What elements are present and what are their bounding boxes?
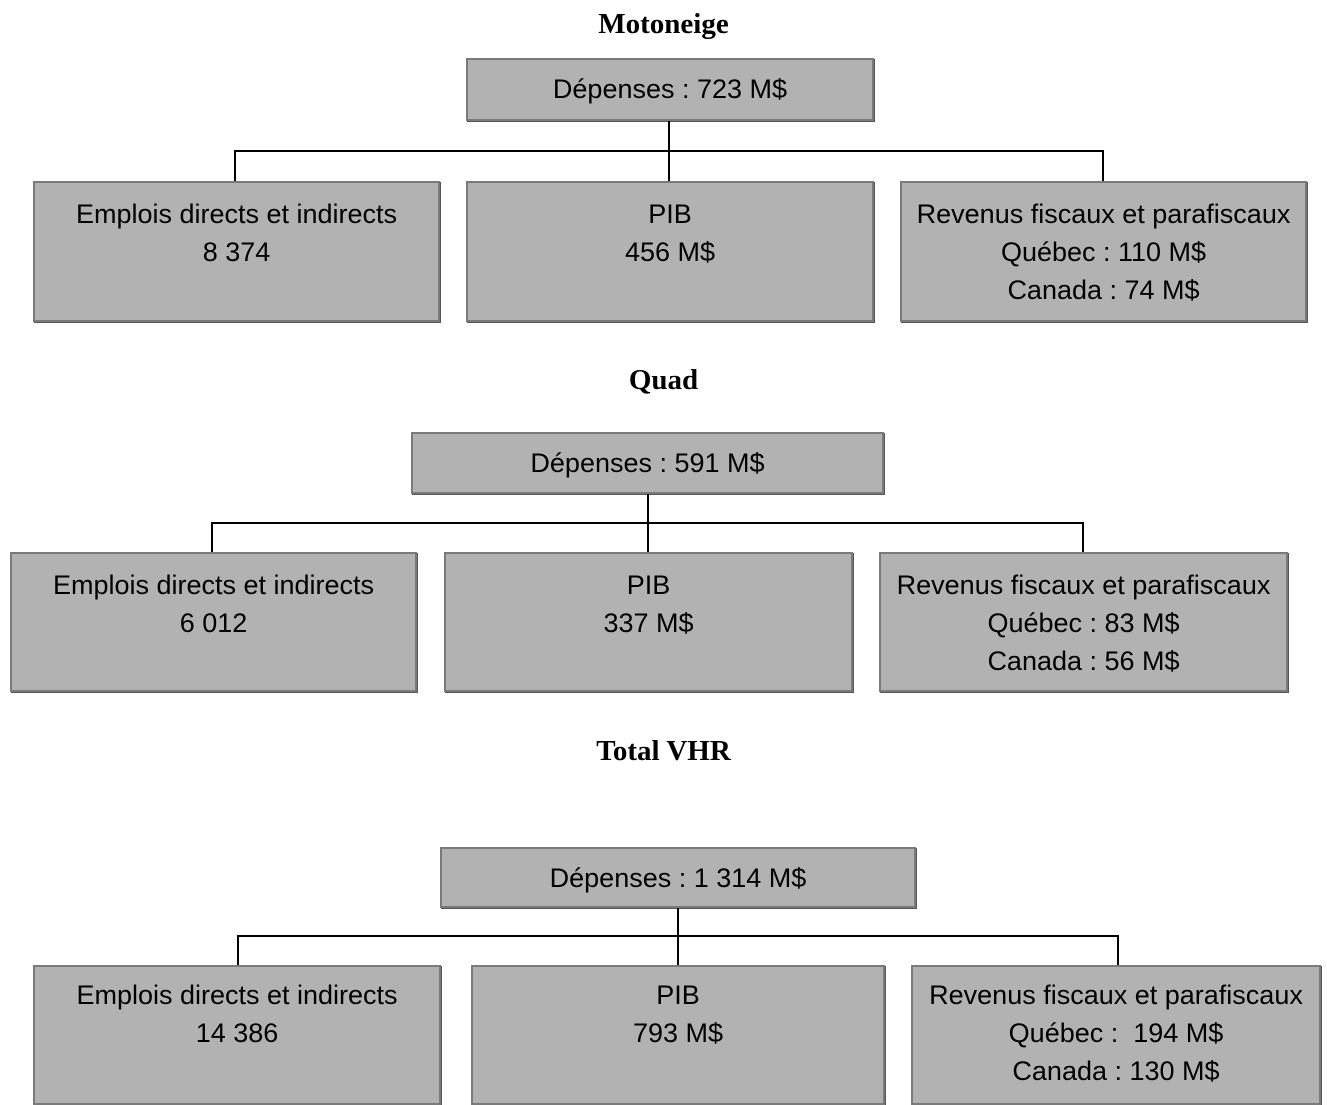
section-title-quad: Quad	[628, 364, 699, 396]
child-box-value: 456 M$	[624, 237, 716, 267]
connector-horizontal	[211, 522, 1084, 524]
child-box-pib: PIB 793 M$	[471, 965, 885, 1105]
child-box-jobs: Emplois directs et indirects 8 374	[33, 181, 440, 322]
connector-vertical	[1117, 935, 1119, 965]
connector-vertical	[237, 935, 239, 965]
connector-vertical	[211, 522, 213, 552]
child-box-pib: PIB 456 M$	[466, 181, 874, 322]
connector-vertical	[234, 150, 236, 181]
root-label: Dépenses : 723 M$	[552, 74, 788, 104]
child-box-title: PIB	[626, 570, 671, 600]
root-box-total-vhr: Dépenses : 1 314 M$	[440, 847, 916, 908]
root-box-quad: Dépenses : 591 M$	[411, 432, 884, 494]
connector-vertical	[1102, 150, 1104, 181]
connector-horizontal	[234, 150, 1104, 152]
child-box-value: 14 386	[195, 1018, 279, 1048]
child-box-title: PIB	[648, 199, 692, 229]
child-box-jobs: Emplois directs et indirects 6 012	[10, 552, 417, 692]
child-box-value: Canada : 130 M$	[1012, 1056, 1220, 1086]
child-box-revenues: Revenus fiscaux et parafiscaux Québec : …	[879, 552, 1288, 692]
connector-vertical	[1082, 522, 1084, 552]
child-box-title: Revenus fiscaux et parafiscaux	[916, 199, 1291, 229]
child-box-value: 793 M$	[632, 1018, 724, 1048]
child-box-value: 6 012	[179, 608, 248, 638]
child-box-value: Québec : 110 M$	[1000, 237, 1207, 267]
root-box-motoneige: Dépenses : 723 M$	[466, 58, 874, 121]
child-box-title: Emplois directs et indirects	[52, 570, 375, 600]
child-box-value: Canada : 56 M$	[987, 646, 1180, 676]
child-box-value: 8 374	[202, 237, 271, 267]
child-box-value: Canada : 74 M$	[1007, 275, 1200, 305]
child-box-jobs: Emplois directs et indirects 14 386	[33, 965, 441, 1105]
child-box-title: Revenus fiscaux et parafiscaux	[929, 980, 1303, 1010]
child-box-title: PIB	[656, 980, 700, 1010]
child-box-pib: PIB 337 M$	[444, 552, 853, 692]
child-box-title: Emplois directs et indirects	[75, 199, 398, 229]
section-title-motoneige: Motoneige	[598, 8, 729, 40]
child-box-revenues: Revenus fiscaux et parafiscaux Québec : …	[900, 181, 1307, 322]
connector-horizontal	[237, 935, 1119, 937]
child-box-title: Emplois directs et indirects	[76, 980, 398, 1010]
child-box-revenues: Revenus fiscaux et parafiscaux Québec : …	[911, 965, 1321, 1105]
child-box-value: Québec : 83 M$	[987, 608, 1180, 638]
child-box-value: 337 M$	[603, 608, 694, 638]
root-label: Dépenses : 1 314 M$	[549, 863, 807, 893]
child-box-title: Revenus fiscaux et parafiscaux	[896, 570, 1271, 600]
root-label: Dépenses : 591 M$	[530, 448, 765, 478]
section-title-total-vhr: Total VHR	[596, 735, 731, 767]
child-box-value: Québec : 194 M$	[1008, 1018, 1224, 1048]
